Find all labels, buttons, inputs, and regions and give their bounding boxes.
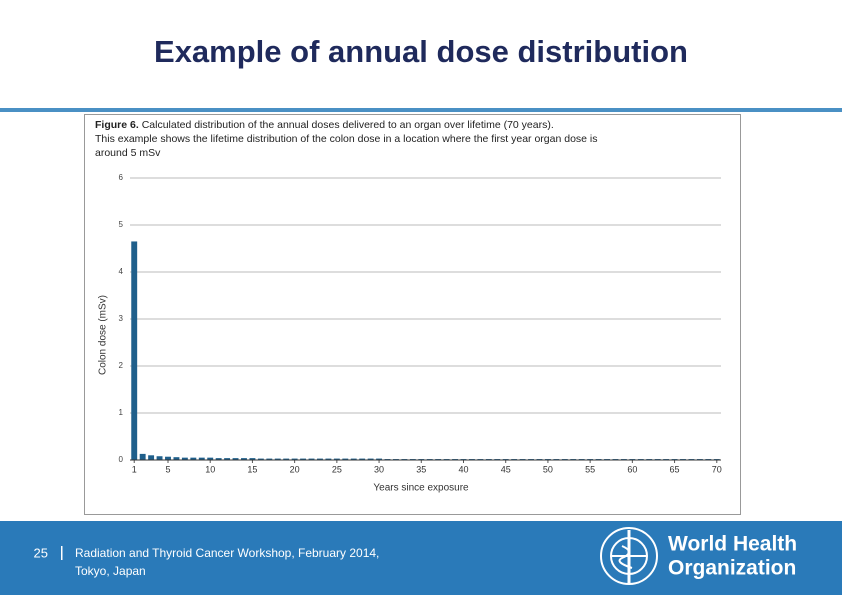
bar bbox=[165, 456, 171, 460]
bar bbox=[139, 453, 146, 460]
x-tick-label: 60 bbox=[627, 464, 637, 474]
bar bbox=[224, 458, 231, 460]
bar bbox=[359, 458, 366, 460]
x-tick-label: 50 bbox=[543, 464, 553, 474]
x-tick-label: 30 bbox=[374, 464, 384, 474]
x-tick-label: 35 bbox=[416, 464, 426, 474]
bar bbox=[300, 458, 307, 460]
y-tick-label: 4 bbox=[119, 267, 124, 276]
footer-band bbox=[0, 521, 842, 595]
x-tick-label: 20 bbox=[290, 464, 300, 474]
bar bbox=[241, 458, 247, 460]
divider bbox=[61, 546, 63, 560]
logo-text: Organization bbox=[668, 557, 796, 580]
bar bbox=[257, 458, 264, 460]
x-tick-label: 15 bbox=[247, 464, 257, 474]
y-tick-label: 0 bbox=[119, 455, 124, 464]
bar bbox=[333, 458, 340, 460]
x-tick-label: 65 bbox=[670, 464, 680, 474]
y-tick-label: 1 bbox=[119, 408, 124, 417]
footer-text: Tokyo, Japan bbox=[75, 564, 146, 578]
bar bbox=[215, 458, 222, 460]
bar bbox=[342, 458, 349, 460]
footer-text: Radiation and Thyroid Cancer Workshop, F… bbox=[75, 546, 379, 560]
bar bbox=[131, 241, 138, 460]
bar bbox=[325, 458, 332, 460]
title-rule bbox=[0, 108, 842, 112]
bar bbox=[317, 458, 323, 460]
bar bbox=[283, 458, 290, 460]
caption-line: around 5 mSv bbox=[95, 147, 161, 159]
who-emblem bbox=[600, 527, 658, 585]
page-number: 25 bbox=[34, 545, 48, 560]
bar bbox=[207, 457, 214, 460]
bar bbox=[308, 458, 315, 460]
bar bbox=[367, 458, 374, 460]
bar bbox=[232, 458, 239, 460]
caption-label: Figure 6. bbox=[95, 119, 139, 131]
y-tick-label: 2 bbox=[119, 361, 124, 370]
x-tick-label: 70 bbox=[712, 464, 722, 474]
bar bbox=[249, 458, 256, 460]
caption-line: Calculated distribution of the annual do… bbox=[142, 119, 554, 131]
slide-title: Example of annual dose distribution bbox=[154, 34, 688, 69]
figure-frame bbox=[84, 114, 741, 515]
bar bbox=[350, 458, 357, 460]
y-tick-label: 6 bbox=[119, 173, 124, 182]
bar bbox=[274, 458, 281, 460]
y-tick-label: 3 bbox=[119, 314, 124, 323]
bar bbox=[156, 456, 163, 460]
bar bbox=[376, 458, 383, 460]
bar bbox=[190, 457, 197, 460]
bar bbox=[173, 457, 180, 460]
x-tick-label: 55 bbox=[585, 464, 595, 474]
logo-text: World Health bbox=[668, 533, 797, 556]
x-tick-label: 25 bbox=[332, 464, 342, 474]
x-axis-label: Years since exposure bbox=[373, 483, 469, 494]
bar bbox=[198, 457, 205, 460]
x-tick-label: 45 bbox=[501, 464, 511, 474]
bar bbox=[266, 458, 273, 460]
bar bbox=[291, 458, 298, 460]
x-tick-label: 40 bbox=[458, 464, 468, 474]
x-tick-label: 5 bbox=[165, 464, 170, 474]
y-axis-label: Colon dose (mSv) bbox=[98, 295, 109, 375]
bar bbox=[148, 455, 155, 460]
x-tick-label: 1 bbox=[132, 464, 137, 474]
y-tick-label: 5 bbox=[119, 220, 124, 229]
caption: Figure 6. Calculated distribution of the… bbox=[95, 119, 554, 131]
bar bbox=[181, 457, 188, 460]
caption-line: This example shows the lifetime distribu… bbox=[95, 133, 598, 145]
x-tick-label: 10 bbox=[205, 464, 215, 474]
